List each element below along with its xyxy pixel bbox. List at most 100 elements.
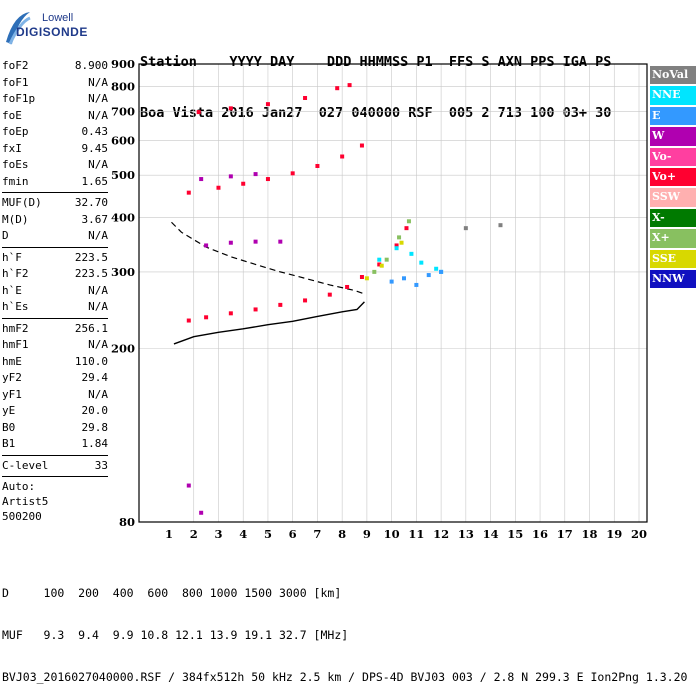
parameter-row: foF1p N/A	[2, 91, 108, 108]
parameter-name: fmin	[2, 174, 29, 188]
x-tick-label: 1	[165, 527, 173, 541]
x-tick-label: 16	[532, 527, 548, 541]
parameter-value: N/A	[88, 108, 108, 122]
parameter-value: 8.900	[74, 59, 108, 72]
x-tick-label: 4	[239, 527, 247, 541]
echo-point-voplus	[186, 190, 191, 195]
parameter-value: 20.0	[81, 404, 109, 417]
echo-point-voplus	[327, 292, 332, 297]
echo-point-w	[253, 172, 258, 177]
echo-point-xplus	[372, 269, 377, 274]
parameter-name: C-level	[2, 458, 49, 472]
parameter-row: MUF(D) 32.70	[2, 195, 108, 212]
digisonde-logo: Lowell DIGISONDE	[2, 6, 120, 50]
echo-point-voplus	[204, 315, 209, 320]
parameter-row: hmF2 256.1	[2, 321, 108, 338]
parameter-name: M(D)	[2, 212, 29, 226]
x-tick-label: 6	[289, 527, 297, 541]
echo-point-voplus	[228, 106, 233, 111]
echo-point-w	[228, 174, 233, 179]
parameter-group-confidence: C-level 33	[2, 458, 108, 475]
parameter-value: 1.84	[81, 437, 109, 450]
echo-traces	[186, 83, 503, 515]
legend-item-w: W	[650, 127, 696, 148]
parameter-name: B1	[2, 437, 16, 450]
station-header: Station YYYY DAY DDD HHMMSS P1 FFS S AXN…	[140, 20, 611, 139]
parameter-name: yE	[2, 404, 16, 417]
parameter-value: 29.4	[81, 371, 109, 384]
echo-point-w	[278, 239, 283, 244]
legend-item-sse: SSE	[650, 249, 696, 270]
footer-file-info: BVJ03_2016027040000.RSF / 384fx512h 50 k…	[2, 670, 688, 684]
legend-item-xplus: X+	[650, 229, 696, 250]
grid-lines	[139, 63, 647, 523]
logo-swoosh-icon	[6, 12, 31, 45]
parameter-row: yE 20.0	[2, 403, 108, 420]
x-tick-label: 8	[338, 527, 346, 541]
parameter-panel: foF2 8.900 foF1 N/A foF1p N/A foE N/A foEp 0.43 fx…	[2, 58, 108, 524]
echo-point-voplus	[359, 275, 364, 280]
legend-item-e: E	[650, 106, 696, 128]
parameter-row: fmin 1.65	[2, 174, 108, 191]
divider	[2, 317, 108, 319]
electron-density-profile-line	[173, 301, 365, 345]
x-tick-label: 7	[313, 527, 321, 541]
parameter-group-virtual-heights: h`F 223.5 h`F2 223.5 h`E N/A h`Es N/A	[2, 250, 108, 316]
echo-point-nne	[377, 257, 382, 262]
echo-point-voplus	[196, 110, 201, 115]
divider	[2, 476, 108, 477]
legend-item-voplus: Vo+	[650, 167, 696, 189]
parameter-value: N/A	[88, 338, 108, 351]
parameter-value: 32.70	[74, 196, 108, 209]
parameter-row: yF1 N/A	[2, 387, 108, 404]
parameter-name: h`F	[2, 250, 22, 264]
echo-point-w	[186, 483, 191, 488]
echo-point-voplus	[303, 95, 308, 100]
parameter-value: N/A	[88, 92, 108, 105]
x-tick-label: 5	[264, 527, 272, 541]
echo-point-voplus	[228, 311, 233, 316]
parameter-name: foEs	[2, 158, 29, 171]
parameter-name: h`F2	[2, 267, 29, 280]
echo-point-sse	[379, 263, 384, 268]
echo-point-nne	[419, 260, 424, 265]
echo-point-e	[414, 282, 419, 287]
y-axis-ticks: 80 200 300 400 500 600 700 800 900	[111, 57, 135, 529]
parameter-value: 223.5	[74, 267, 108, 280]
echo-point-voplus	[315, 163, 320, 168]
autoscaling-label: Auto:	[2, 480, 36, 493]
parameter-row: C-level 33	[2, 458, 108, 475]
parameter-value: N/A	[88, 229, 108, 242]
legend-item-vominus: Vo-	[650, 147, 696, 168]
parameter-value: N/A	[88, 300, 108, 313]
autoscaling-software: Artist5	[2, 495, 49, 508]
legend-item-nne: NNE	[650, 86, 696, 107]
parameter-value: 3.67	[81, 212, 109, 226]
parameter-group-muf: MUF(D) 32.70 M(D) 3.67 D N/A	[2, 195, 108, 245]
footer-info: D 100 200 400 600 800 1000 1500 3000 [km…	[2, 558, 687, 698]
x-tick-label: 17	[557, 527, 573, 541]
parameter-name: D	[2, 229, 9, 242]
legend-item-ssw: SSW	[650, 188, 696, 209]
echo-point-voplus	[265, 102, 270, 107]
divider	[2, 192, 108, 193]
y-tick-label: 600	[111, 134, 135, 148]
parameter-name: MUF(D)	[2, 196, 42, 209]
y-tick-label: 200	[111, 342, 135, 356]
logo-product: DIGISONDE	[16, 25, 88, 39]
autoscaling-version: 500200	[2, 510, 42, 523]
parameter-name: foF2	[2, 59, 29, 72]
parameter-name: hmF2	[2, 321, 29, 335]
echo-point-voplus	[290, 171, 295, 176]
parameter-row: B1 1.84	[2, 436, 108, 453]
parameter-row: hmE 110.0	[2, 354, 108, 371]
parameter-value: 256.1	[74, 321, 108, 335]
echo-point-voplus	[186, 318, 191, 323]
parameter-row: B0 29.8	[2, 420, 108, 437]
parameter-name: yF2	[2, 371, 22, 384]
echo-point-voplus	[303, 298, 308, 303]
echo-point-xplus	[406, 219, 411, 224]
parameter-row: M(D) 3.67	[2, 212, 108, 229]
parameter-value: 29.8	[81, 420, 109, 434]
parameter-group-critical-frequencies: foF2 8.900 foF1 N/A foF1p N/A foE N/A foEp 0.43 fx…	[2, 58, 108, 190]
